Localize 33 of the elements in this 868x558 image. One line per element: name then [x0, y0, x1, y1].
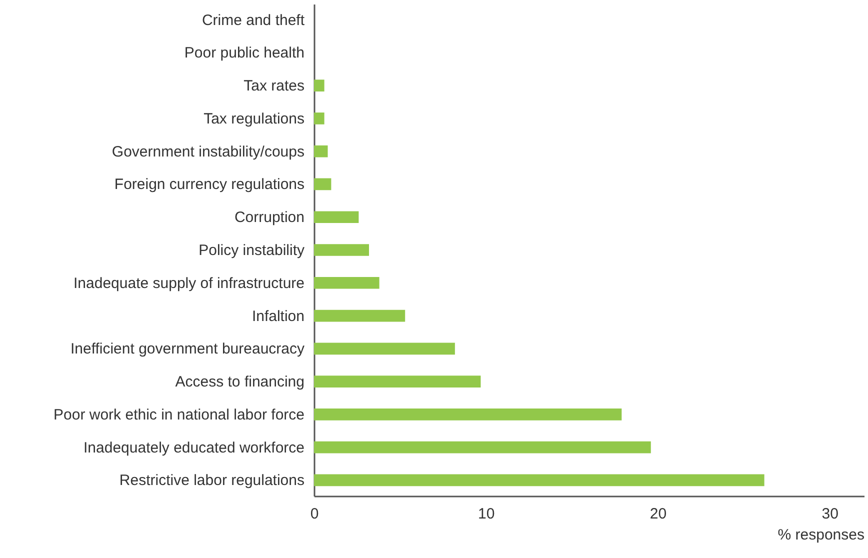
y-tick-label: Foreign currency regulations — [114, 176, 304, 194]
x-tick-label: 20 — [650, 506, 667, 522]
bar — [314, 112, 324, 124]
y-tick-label: Tax regulations — [204, 110, 304, 128]
y-tick-label: Inefficient government bureaucracy — [70, 340, 305, 358]
bar — [314, 211, 359, 224]
y-tick-label: Crime and theft — [202, 12, 306, 29]
y-tick-label: Government instability/coups — [112, 143, 304, 160]
bar — [314, 310, 406, 322]
y-tick-label: Poor public health — [184, 44, 304, 62]
bar — [314, 474, 764, 486]
y-tick-label: Inadequate supply of infrastructure — [74, 274, 304, 292]
bar — [314, 276, 380, 289]
y-tick-label: Infaltion — [252, 308, 304, 325]
bar — [314, 244, 369, 256]
bar — [314, 441, 651, 454]
x-axis-title: % responses — [778, 526, 864, 544]
y-tick-label: Poor work ethic in national labor force — [54, 406, 304, 424]
bar — [314, 376, 481, 388]
y-tick-label: Access to financing — [175, 374, 304, 391]
x-tick-label: 10 — [478, 506, 495, 522]
bar — [314, 342, 455, 355]
bar — [314, 80, 324, 92]
y-tick-label: Restrictive labor regulations — [119, 472, 304, 490]
y-tick-label: Policy instability — [198, 242, 305, 259]
y-tick-label: Tax rates — [244, 78, 304, 95]
bar — [314, 408, 622, 420]
bar — [314, 178, 332, 190]
bar — [314, 145, 328, 158]
y-tick-label: Corruption — [234, 209, 304, 226]
y-tick-label: Inadequately educated workforce — [84, 439, 304, 456]
x-tick-label: 30 — [822, 506, 838, 522]
x-tick-label: 0 — [310, 506, 319, 522]
